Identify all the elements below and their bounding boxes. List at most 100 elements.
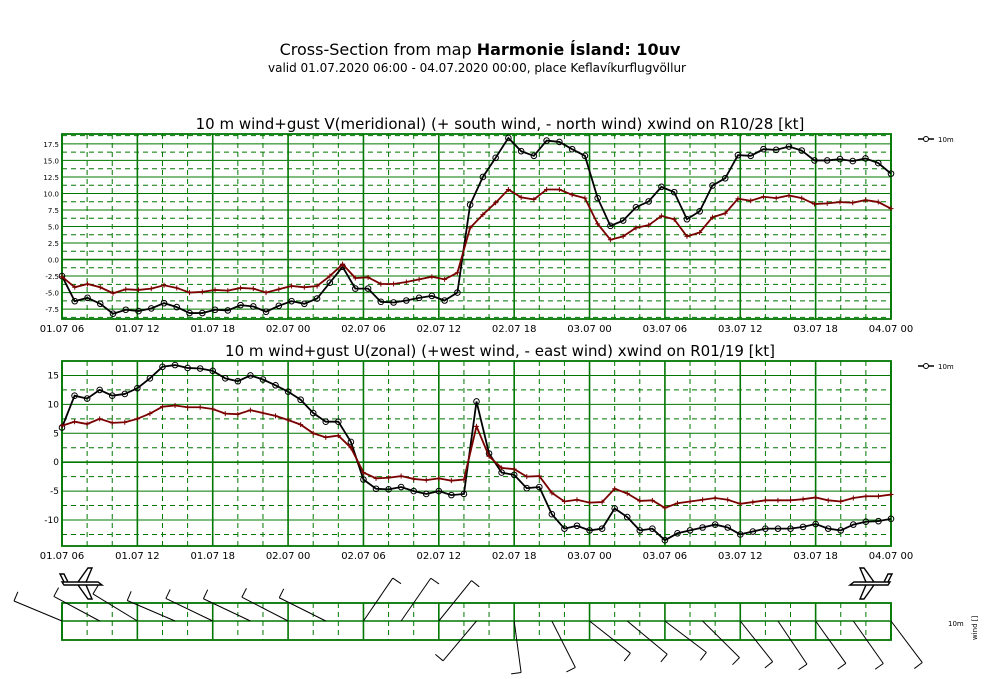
- data-point: [314, 283, 320, 289]
- data-point: [109, 310, 117, 318]
- data-point: [210, 406, 216, 412]
- data-point: [97, 284, 103, 290]
- data-point: [561, 498, 567, 504]
- data-point: [825, 497, 831, 503]
- data-point: [147, 411, 153, 417]
- data-point: [599, 499, 605, 505]
- data-point: [59, 274, 65, 280]
- y-tick-label: -5: [50, 487, 59, 497]
- data-point: [59, 423, 65, 429]
- y-tick-label: 12.5: [43, 174, 59, 182]
- x-tick-label: 02.07 00: [266, 551, 311, 562]
- data-point: [347, 438, 355, 446]
- data-point: [122, 306, 130, 314]
- chart-u-title: 10 m wind+gust U(zonal) (+west wind, - e…: [225, 342, 775, 360]
- wind-barb-flag: [392, 577, 402, 585]
- data-point: [699, 524, 706, 531]
- data-point: [209, 367, 217, 375]
- data-point: [364, 285, 372, 292]
- data-point: [620, 233, 626, 239]
- wind-barb-flag: [732, 657, 740, 666]
- data-point: [85, 281, 91, 287]
- data-point: [862, 155, 869, 162]
- data-point: [811, 201, 817, 207]
- data-point: [309, 409, 317, 417]
- series-line: [61, 188, 892, 295]
- data-point: [607, 222, 614, 230]
- data-point: [96, 386, 103, 394]
- x-tick-label: 03.07 06: [643, 324, 688, 335]
- wind-barb-flag: [660, 653, 668, 663]
- data-point: [186, 309, 193, 317]
- data-point: [196, 365, 204, 372]
- data-point: [84, 421, 90, 427]
- data-point: [611, 505, 618, 512]
- data-point: [211, 306, 219, 314]
- data-point: [313, 295, 321, 302]
- data-point: [247, 372, 254, 379]
- data-point: [887, 515, 895, 523]
- data-point: [72, 419, 78, 425]
- data-point: [762, 497, 768, 503]
- data-point: [749, 528, 757, 535]
- data-point: [523, 484, 531, 492]
- wind-barb-panel: [13, 577, 923, 675]
- wind-barb: [739, 620, 774, 662]
- data-point: [136, 287, 142, 293]
- data-point: [836, 155, 844, 163]
- data-point: [760, 145, 767, 153]
- wind-barb-flag: [92, 585, 99, 595]
- data-point: [636, 527, 644, 534]
- data-point: [238, 285, 244, 291]
- data-point: [548, 510, 556, 518]
- data-point: [436, 475, 442, 481]
- data-point: [511, 466, 517, 472]
- data-point: [586, 527, 593, 534]
- data-point: [505, 134, 512, 142]
- data-point: [683, 215, 691, 223]
- data-point: [785, 143, 793, 150]
- wind-barb-flag: [837, 662, 847, 670]
- data-point: [259, 376, 267, 383]
- data-point: [724, 524, 732, 531]
- wind-barb: [589, 620, 631, 654]
- data-point: [109, 420, 115, 426]
- x-tick-label: 01.07 18: [190, 324, 235, 335]
- data-point: [556, 187, 562, 192]
- wind-barb: [203, 598, 251, 622]
- data-point: [524, 474, 530, 480]
- data-point: [684, 233, 690, 239]
- x-tick-label: 02.07 06: [341, 551, 386, 562]
- data-point: [480, 212, 486, 218]
- data-point: [505, 187, 511, 192]
- data-point: [159, 404, 165, 410]
- wind-barb-flag: [471, 580, 480, 588]
- data-point: [518, 194, 524, 200]
- wind-barb-flag: [165, 589, 171, 599]
- data-point: [875, 199, 881, 205]
- wind-barb-flag: [126, 591, 132, 601]
- wind-barb: [279, 597, 326, 622]
- x-tick-label: 02.07 18: [492, 324, 537, 335]
- data-point: [658, 213, 664, 219]
- data-point: [582, 195, 588, 201]
- legend-marker: [923, 363, 929, 369]
- data-point: [84, 294, 91, 302]
- data-point: [71, 392, 78, 399]
- data-point: [750, 499, 756, 505]
- data-point: [221, 375, 229, 382]
- data-point: [595, 221, 601, 227]
- data-point: [574, 497, 580, 503]
- airplane-icon: [58, 567, 105, 600]
- data-point: [442, 276, 448, 282]
- x-tick-label: 02.07 12: [417, 551, 462, 562]
- data-point: [360, 470, 366, 476]
- x-tick-label: 03.07 12: [718, 324, 763, 335]
- data-point: [263, 290, 269, 296]
- data-point: [736, 531, 744, 538]
- data-point: [824, 200, 830, 206]
- data-point: [159, 363, 166, 371]
- y-tick-label: -10: [44, 516, 59, 526]
- chart-v-meridional: 01.07 06 01.07 12 01.07 18 02.07 00 02.07 06…: [40, 133, 954, 335]
- data-point: [121, 390, 129, 398]
